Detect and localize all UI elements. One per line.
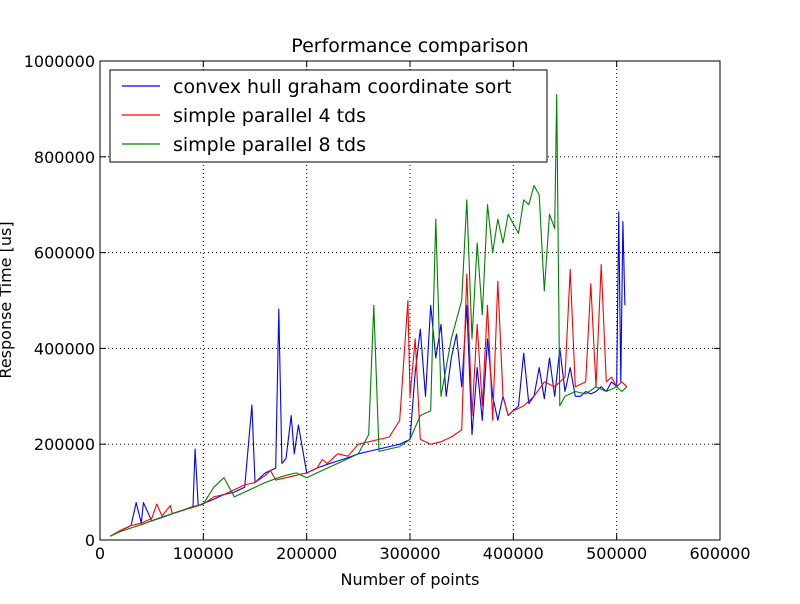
y-tick-label: 0	[85, 531, 95, 550]
legend-label: simple parallel 4 tds	[173, 105, 366, 127]
chart-title: Performance comparison	[291, 35, 528, 57]
y-tick-label: 1000000	[24, 52, 95, 71]
y-tick-label: 200000	[34, 435, 95, 454]
y-tick-label: 400000	[34, 339, 95, 358]
axis-ticks: 0 100000 200000 300000 400000 500000 600000 0 20…	[24, 52, 751, 563]
x-tick-label: 400000	[483, 544, 544, 563]
legend-label: convex hull graham coordinate sort	[173, 76, 512, 98]
y-tick-label: 600000	[34, 244, 95, 263]
x-tick-label: 0	[95, 544, 105, 563]
legend-box	[109, 69, 548, 163]
x-axis-label: Number of points	[340, 570, 479, 589]
x-tick-label: 300000	[379, 544, 440, 563]
x-tick-label: 200000	[276, 544, 337, 563]
legend-label: simple parallel 8 tds	[173, 134, 366, 156]
series-line-2	[110, 264, 628, 537]
y-tick-label: 800000	[34, 148, 95, 167]
x-tick-label: 100000	[173, 544, 234, 563]
series-lines	[110, 93, 628, 537]
y-axis-label: Response Time [us]	[0, 221, 15, 378]
series-line-3	[110, 93, 628, 537]
series-line-1	[110, 211, 626, 537]
x-tick-label: 600000	[689, 544, 750, 563]
x-tick-label: 500000	[586, 544, 647, 563]
legend: convex hull graham coordinate sort simple…	[109, 69, 548, 163]
